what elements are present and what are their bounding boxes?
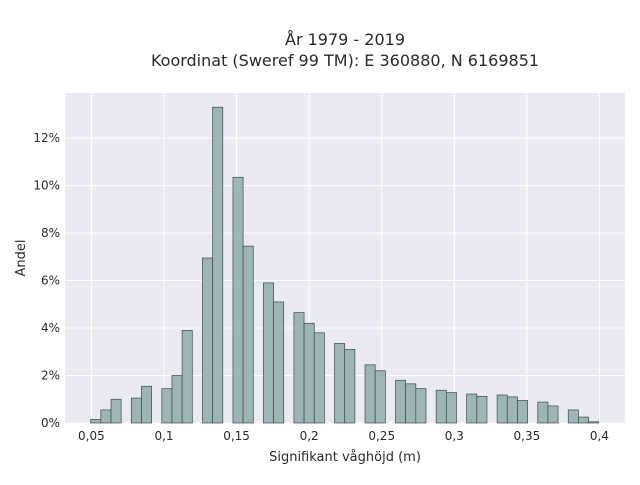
y-tick-label: 0% bbox=[41, 416, 60, 430]
x-tick-label: 0,3 bbox=[445, 429, 464, 443]
histogram-bar bbox=[374, 370, 386, 424]
y-tick-label: 4% bbox=[41, 321, 60, 335]
x-axis-ticks: 0,05 0,1 0,15 0,2 0,25 0,3 0,35 0,4 bbox=[78, 429, 609, 443]
histogram-bar bbox=[395, 379, 407, 424]
histogram-bar bbox=[110, 398, 122, 424]
histogram-bar bbox=[313, 332, 325, 424]
histogram-bar bbox=[506, 396, 518, 424]
y-tick-label: 12% bbox=[33, 131, 60, 145]
histogram-bar bbox=[466, 393, 478, 424]
histogram-bar bbox=[334, 343, 346, 424]
x-tick-label: 0,15 bbox=[223, 429, 250, 443]
histogram-bar bbox=[100, 409, 112, 424]
histogram-bar bbox=[578, 416, 589, 424]
histogram-bar bbox=[263, 282, 274, 424]
histogram-bar bbox=[232, 176, 244, 424]
histogram-bar bbox=[435, 389, 447, 424]
x-tick-label: 0,2 bbox=[300, 429, 319, 443]
x-tick-label: 0,4 bbox=[590, 429, 609, 443]
histogram-bar bbox=[517, 400, 528, 424]
x-tick-label: 0,35 bbox=[514, 429, 541, 443]
y-tick-label: 10% bbox=[33, 179, 60, 193]
histogram-bar bbox=[588, 421, 600, 424]
y-tick-label: 8% bbox=[41, 226, 60, 240]
chart-title-line1: År 1979 - 2019 bbox=[285, 30, 405, 49]
histogram-bar bbox=[445, 392, 457, 424]
histogram-bar bbox=[537, 401, 549, 424]
histogram-bar bbox=[90, 419, 102, 424]
histogram-bar bbox=[344, 349, 356, 424]
histogram-bar bbox=[242, 245, 254, 424]
y-tick-label: 2% bbox=[41, 369, 60, 383]
histogram-bar bbox=[212, 106, 224, 424]
x-tick-label: 0,05 bbox=[78, 429, 105, 443]
histogram-bar bbox=[415, 388, 427, 424]
histogram-bar bbox=[496, 394, 508, 424]
x-tick-label: 0,1 bbox=[154, 429, 173, 443]
x-tick-label: 0,25 bbox=[368, 429, 395, 443]
histogram-bar bbox=[364, 364, 376, 424]
x-axis-label: Signifikant våghöjd (m) bbox=[269, 450, 421, 465]
y-tick-label: 6% bbox=[41, 274, 60, 288]
histogram-bar bbox=[171, 375, 183, 424]
chart-title-line2: Koordinat (Sweref 99 TM): E 360880, N 61… bbox=[151, 51, 539, 70]
histogram-bar bbox=[161, 388, 173, 424]
histogram-bar bbox=[547, 405, 559, 424]
histogram-bar bbox=[130, 397, 142, 424]
y-axis-label: Andel bbox=[14, 240, 29, 277]
histogram-bar bbox=[202, 257, 213, 424]
y-axis-ticks: 0% 2% 4% 6% 8% 10% 12% bbox=[33, 131, 60, 430]
histogram-bar bbox=[273, 301, 285, 424]
bars bbox=[90, 106, 600, 424]
histogram-bar bbox=[181, 330, 193, 424]
histogram-bar bbox=[567, 409, 579, 424]
histogram-bar bbox=[141, 385, 153, 424]
histogram-bar bbox=[476, 396, 488, 424]
histogram-bar bbox=[293, 312, 305, 424]
histogram-bar bbox=[405, 383, 417, 424]
histogram-bar bbox=[303, 322, 315, 424]
